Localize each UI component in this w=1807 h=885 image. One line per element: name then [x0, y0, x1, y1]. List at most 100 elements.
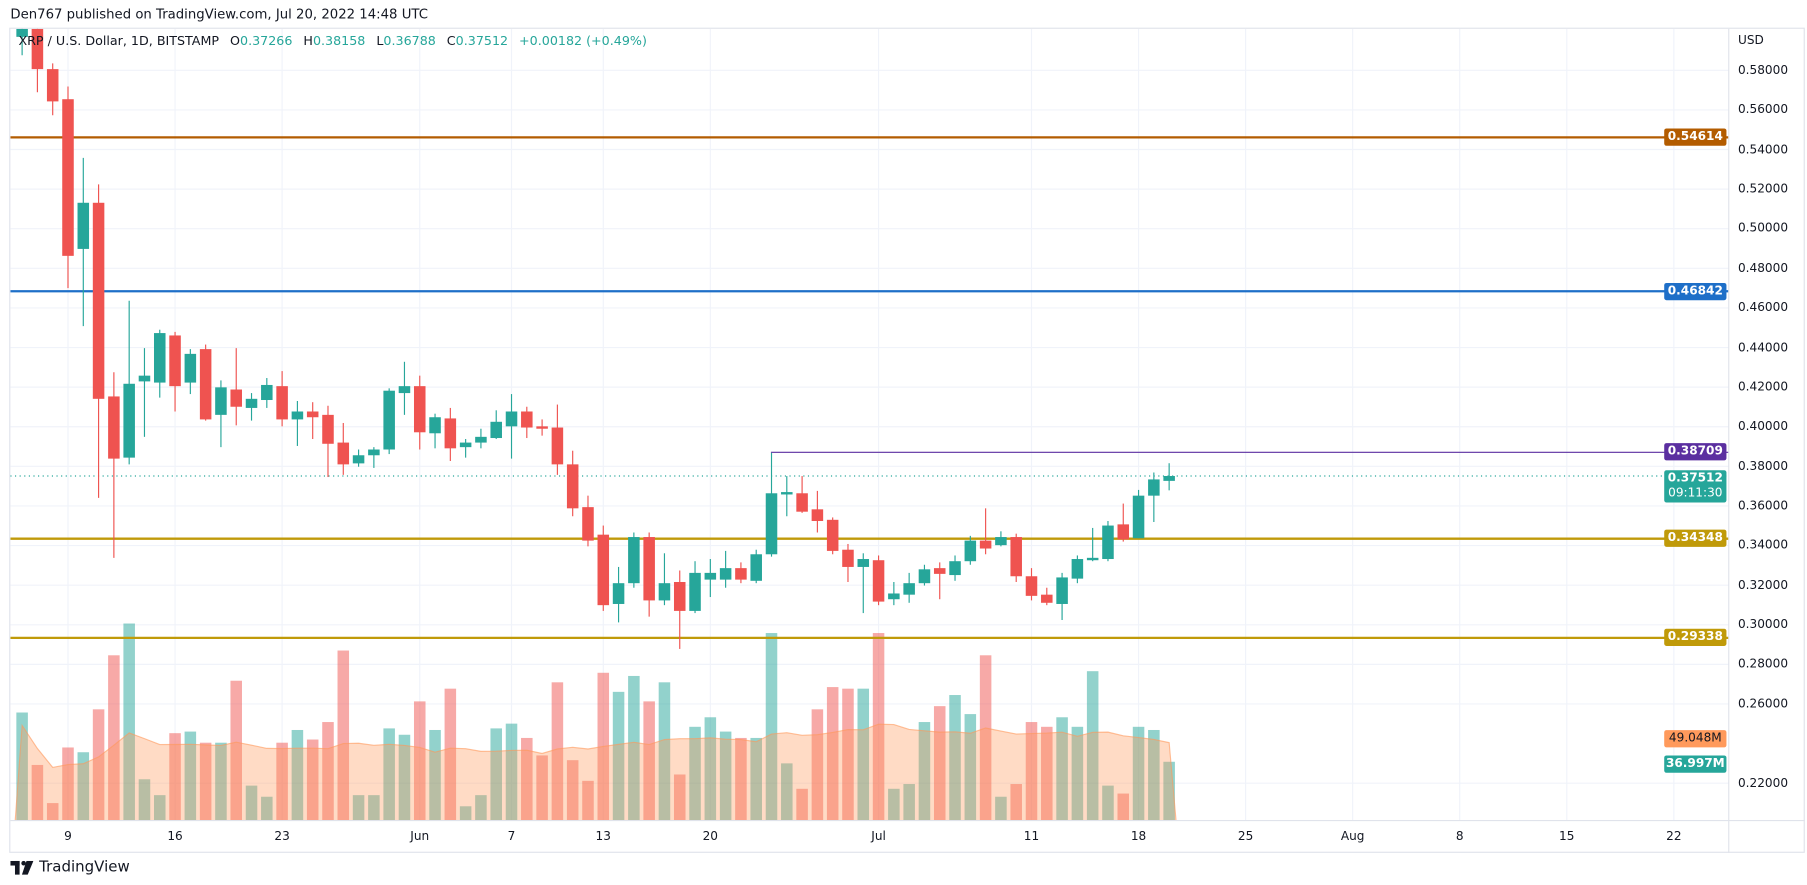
candle-body	[964, 540, 977, 562]
candle	[903, 572, 915, 603]
candle	[796, 476, 808, 513]
close-value: 0.37512	[455, 33, 509, 49]
candle-body	[1132, 495, 1145, 539]
volume-bar	[1132, 726, 1145, 821]
change-value: +0.00182 (+0.49%)	[519, 33, 647, 49]
candle-body	[597, 534, 610, 606]
candle	[582, 495, 594, 547]
open-label: O	[230, 33, 241, 49]
candle	[826, 517, 839, 555]
candle	[673, 570, 686, 649]
price-tick-label: 0.22000	[1737, 776, 1789, 791]
price-tick-label: 0.58000	[1737, 63, 1789, 78]
candle	[1010, 533, 1022, 582]
volume-bar	[459, 806, 472, 821]
candle-body	[536, 426, 548, 429]
price-tick-label: 0.52000	[1737, 182, 1789, 197]
volume-bar	[1056, 717, 1068, 821]
symbol-legend: XRP / U.S. Dollar, 1D, BITSTAMP O0.37266…	[18, 33, 646, 48]
candle	[811, 490, 824, 533]
candle-body	[1025, 576, 1038, 596]
candle-body	[995, 537, 1007, 546]
candle	[16, 28, 28, 56]
candle-body	[643, 537, 655, 601]
candle	[398, 361, 411, 415]
candle-body	[77, 202, 90, 249]
volume-bar	[383, 728, 395, 821]
currency-label: USD	[1737, 33, 1764, 48]
volume-bar	[276, 742, 288, 821]
price-tick-label: 0.44000	[1737, 340, 1789, 355]
volume-bar	[215, 742, 227, 821]
candle	[444, 407, 457, 462]
volume-bar	[673, 774, 686, 821]
volume-bar	[735, 737, 747, 821]
price-tick-label: 0.36000	[1737, 499, 1789, 513]
candle-body	[612, 583, 625, 604]
volume-bar	[1102, 785, 1114, 821]
resistance-ray-line	[770, 451, 1729, 453]
price-tick-label: 0.28000	[1737, 657, 1789, 672]
volume-bar	[123, 623, 135, 821]
price-tick-label: 0.26000	[1737, 697, 1789, 711]
candle-body	[826, 519, 839, 551]
volume-bar	[184, 731, 197, 821]
candle	[108, 372, 120, 558]
tradingview-logo[interactable]: TradingView	[10, 859, 130, 876]
last-price-tag: 0.37512 09:11:30	[1664, 470, 1727, 503]
time-tick-label: 11	[1023, 829, 1040, 844]
candle-body	[735, 568, 747, 580]
candle-body	[1071, 559, 1084, 579]
time-tick-label: 20	[702, 829, 719, 844]
candle	[857, 553, 870, 614]
candle	[62, 86, 74, 289]
candle-body	[429, 417, 441, 434]
candle	[521, 406, 533, 439]
volume-bar	[796, 788, 808, 821]
volume-bar	[429, 729, 441, 821]
volume-bar	[521, 737, 533, 821]
candle-body	[215, 387, 227, 415]
volume-bar	[933, 706, 946, 821]
open-value: 0.37266	[240, 33, 293, 49]
price-levels	[10, 136, 1729, 640]
candle-body	[245, 398, 258, 408]
volume-bar	[490, 728, 502, 821]
price-tick-label: 0.54000	[1737, 142, 1789, 157]
symbol-name[interactable]: XRP / U.S. Dollar, 1D, BITSTAMP	[18, 33, 220, 49]
candle	[689, 561, 701, 614]
candle-body	[888, 593, 900, 600]
volume-bar	[261, 796, 273, 821]
candle	[276, 371, 288, 427]
candle	[429, 413, 441, 449]
candle	[1071, 555, 1084, 584]
candle-body	[62, 99, 74, 256]
candle-body	[842, 549, 854, 567]
volume-bar	[46, 803, 59, 821]
candle	[949, 555, 961, 581]
low-label: L	[376, 33, 384, 49]
candle	[612, 566, 625, 623]
price-tick-label: 0.42000	[1737, 380, 1789, 395]
candle-body	[16, 28, 28, 37]
volume-bar	[245, 785, 258, 821]
time-tick-label: Jun	[410, 829, 430, 844]
candle	[291, 400, 304, 446]
last-price-value: 0.37512	[1667, 471, 1723, 486]
candle-body	[490, 421, 502, 439]
candle-body	[352, 455, 365, 464]
candle	[230, 348, 242, 426]
volume-bar	[566, 760, 579, 821]
volume-bar	[352, 795, 365, 821]
candle-body	[230, 389, 242, 407]
low-value: 0.36788	[383, 33, 436, 49]
price-tick-label: 0.32000	[1737, 578, 1789, 593]
level-tag-054614: 0.54614	[1664, 128, 1727, 146]
volume-bar	[16, 712, 28, 821]
candle	[1132, 489, 1145, 539]
candle	[199, 344, 212, 421]
volume-bar	[643, 701, 655, 821]
volume-bar	[949, 695, 961, 821]
